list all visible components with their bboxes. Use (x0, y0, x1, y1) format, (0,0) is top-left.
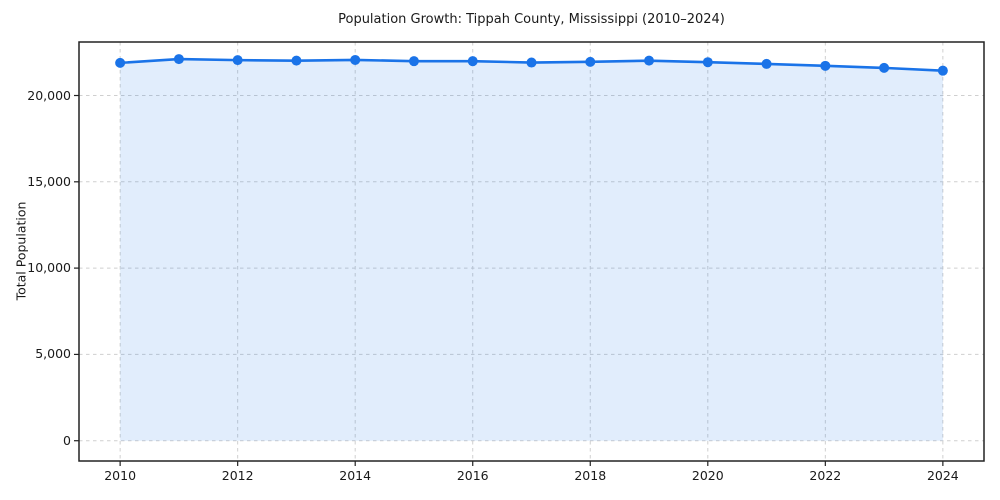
x-tick-label-2016: 2016 (456, 468, 489, 483)
data-point-2012 (232, 55, 243, 66)
data-point-2014 (350, 54, 361, 65)
y-tick-label-5000: 5,000 (35, 346, 71, 362)
data-point-2013 (291, 55, 302, 66)
x-tick-label-2020: 2020 (691, 468, 724, 483)
chart-title: Population Growth: Tippah County, Missis… (338, 12, 725, 27)
data-point-2017 (526, 57, 537, 68)
x-tick-label-2024: 2024 (926, 468, 959, 483)
area-fill-path (120, 59, 943, 441)
area-fill (120, 59, 943, 441)
x-tick-label-2012: 2012 (221, 468, 254, 483)
x-tick-label-2014: 2014 (339, 468, 372, 483)
data-point-2019 (644, 55, 655, 66)
axis-tick-marks (74, 94, 944, 466)
x-tick-label-2022: 2022 (809, 468, 842, 483)
plot-border (78, 41, 985, 462)
data-point-2018 (585, 56, 596, 67)
data-point-2016 (467, 56, 478, 67)
plot-border-rect (78, 41, 985, 462)
data-point-2021 (761, 58, 772, 69)
data-point-2011 (173, 54, 184, 65)
data-point-2010 (115, 57, 126, 68)
x-tick-label-2018: 2018 (574, 468, 607, 483)
data-points (115, 54, 948, 76)
data-point-2015 (408, 56, 419, 67)
y-tick-label-15000: 15,000 (27, 173, 71, 189)
data-point-2022 (820, 60, 831, 71)
data-point-2024 (937, 65, 948, 76)
data-point-2020 (702, 57, 713, 68)
x-tick-label-2010: 2010 (104, 468, 137, 483)
y-tick-label-20000: 20,000 (27, 87, 71, 103)
data-point-2023 (879, 62, 890, 73)
y-tick-label-10000: 10,000 (27, 260, 71, 276)
y-tick-label-0: 0 (63, 432, 71, 448)
